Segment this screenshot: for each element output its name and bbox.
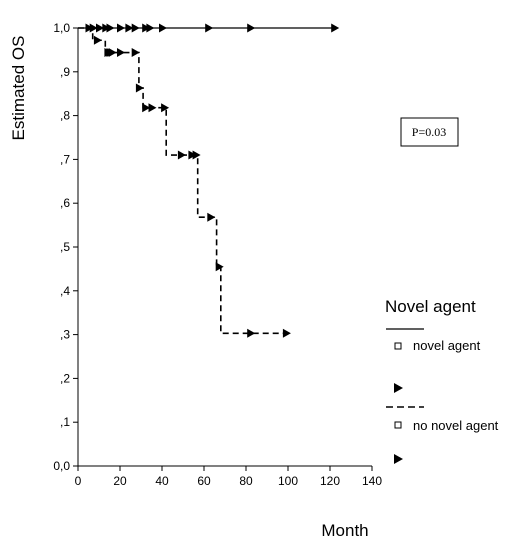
y-tick-label: ,4 xyxy=(60,284,70,298)
plot-area xyxy=(78,23,340,338)
x-tick-label: 80 xyxy=(239,474,253,488)
y-tick-label: ,2 xyxy=(60,371,70,385)
pvalue-label: P=0.03 xyxy=(412,125,446,139)
censor-marker-novel-agent xyxy=(102,23,111,33)
x-tick-label: 40 xyxy=(155,474,169,488)
y-tick-label: ,8 xyxy=(60,109,70,123)
censor-marker-no-novel-agent xyxy=(188,150,197,160)
censor-marker-novel-agent xyxy=(106,23,115,33)
censor-marker-no-novel-agent xyxy=(192,150,201,160)
legend-title: Novel agent xyxy=(385,297,476,316)
x-tick-label: 140 xyxy=(362,474,382,488)
x-tick-label: 0 xyxy=(75,474,82,488)
censor-marker-novel-agent xyxy=(125,23,134,33)
censor-marker-novel-agent xyxy=(159,23,167,33)
censor-marker-no-novel-agent xyxy=(247,328,256,338)
legend-censor-marker-novel-agent xyxy=(394,383,403,393)
censor-marker-novel-agent xyxy=(131,23,140,33)
y-tick-label: ,1 xyxy=(60,415,70,429)
censor-marker-no-novel-agent xyxy=(282,328,291,338)
censor-marker-novel-agent xyxy=(96,23,104,33)
censor-marker-no-novel-agent xyxy=(207,212,216,222)
y-tick-label: ,7 xyxy=(60,152,70,166)
legend: Novel agent novel agent no novel agent xyxy=(385,297,499,464)
axes: 0,0 ,1 ,2 ,3 ,4 ,5 ,6 ,7 ,8 ,9 1,0 0 20 40 60 80 100 120 1… xyxy=(53,21,382,488)
censor-marker-novel-agent xyxy=(331,23,340,33)
censor-marker-no-novel-agent xyxy=(215,262,224,272)
y-tick-label: 1,0 xyxy=(53,21,70,35)
censor-marker-no-novel-agent xyxy=(148,103,157,113)
series-line-no-novel-agent xyxy=(78,27,286,335)
censor-marker-no-novel-agent xyxy=(177,150,186,160)
x-tick-label: 60 xyxy=(197,474,211,488)
legend-square-no-novel-agent xyxy=(394,421,402,429)
pvalue-box: P=0.03 xyxy=(400,117,459,147)
x-tick-label: 100 xyxy=(278,474,298,488)
y-tick-label: ,9 xyxy=(60,65,70,79)
censor-marker-novel-agent xyxy=(247,23,256,33)
y-axis-title: Estimated OS xyxy=(9,36,28,141)
x-axis-title: Month xyxy=(321,521,368,540)
censor-marker-no-novel-agent xyxy=(117,48,125,58)
legend-square-novel-agent xyxy=(394,342,402,350)
censor-marker-novel-agent xyxy=(205,23,214,33)
censor-marker-no-novel-agent xyxy=(161,103,170,113)
censor-marker-novel-agent xyxy=(146,23,155,33)
y-tick-label: 0,0 xyxy=(53,459,70,473)
censor-marker-novel-agent xyxy=(89,23,98,33)
censor-marker-no-novel-agent xyxy=(135,83,144,93)
legend-censor-marker-no-novel-agent xyxy=(394,454,403,464)
y-tick-label: ,3 xyxy=(60,328,70,342)
censor-marker-no-novel-agent xyxy=(142,103,151,113)
legend-label-novel-agent: novel agent xyxy=(413,338,481,353)
x-tick-label: 120 xyxy=(320,474,340,488)
censor-marker-novel-agent xyxy=(142,23,151,33)
censor-marker-novel-agent xyxy=(117,23,125,33)
y-tick-label: ,5 xyxy=(60,240,70,254)
y-tick-label: ,6 xyxy=(60,196,70,210)
censor-marker-no-novel-agent xyxy=(93,35,102,45)
x-tick-label: 20 xyxy=(113,474,127,488)
legend-label-no-novel-agent: no novel agent xyxy=(413,418,499,433)
censor-marker-no-novel-agent xyxy=(108,48,117,58)
censor-marker-no-novel-agent xyxy=(131,48,140,58)
